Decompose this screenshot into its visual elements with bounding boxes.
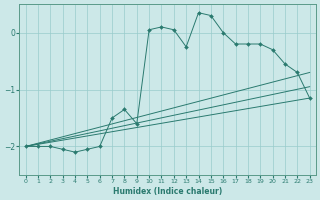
X-axis label: Humidex (Indice chaleur): Humidex (Indice chaleur) xyxy=(113,187,222,196)
